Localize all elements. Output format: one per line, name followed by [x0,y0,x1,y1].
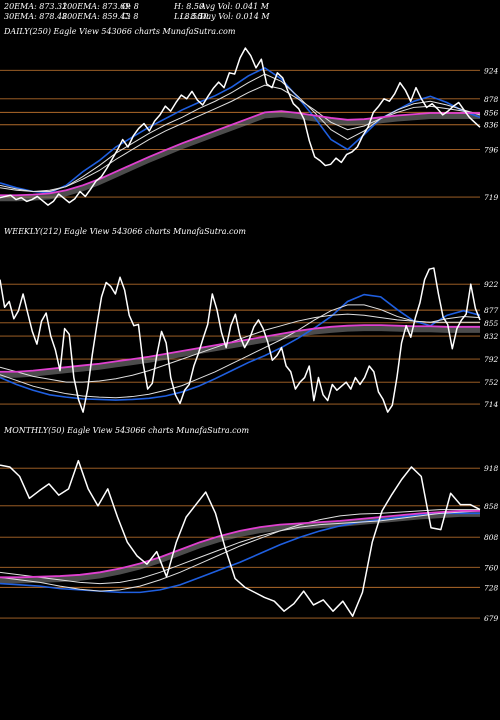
weekly-panel-title: WEEKLY(212) Eagle View 543066 charts Mun… [4,227,246,236]
level-tick-label: 719 [484,193,499,202]
level-tick-label: 922 [484,280,499,289]
daily-panel-title: DAILY(250) Eagle View 543066 charts Muna… [4,27,236,36]
ema20-label: 20EMA: 873.32 [4,2,68,11]
level-tick-label: 878 [484,95,499,104]
ema-fast-line [0,512,480,594]
level-tick-label: 877 [484,306,499,315]
close-label: C: 8 [122,12,139,21]
ema-mid-line [0,73,481,193]
level-tick-label: 792 [484,355,499,364]
price-line [0,459,481,617]
ema-fast-line [0,66,481,194]
level-tick-label: 752 [484,378,499,387]
level-tick-label: 714 [484,400,499,409]
level-tick-label: 832 [484,332,499,341]
level-tick-label: 836 [484,121,499,130]
monthly-panel-title: MONTHLY(50) Eagle View 543066 charts Mun… [4,426,250,435]
level-tick-label: 924 [484,66,499,75]
price-line [0,47,481,206]
ema-mid-line [0,304,481,399]
high-label: H: 8.50 [174,2,205,11]
level-tick-label: 808 [484,533,499,542]
open-label: O: 8 [122,2,139,11]
level-tick-label: 760 [484,563,499,572]
ema-long-line [0,509,480,579]
ema-long-line [0,110,480,197]
ema-fill-band [0,510,480,584]
level-tick-label: 796 [484,145,499,154]
level-tick-label: 856 [484,108,499,117]
ema-slow-line [0,510,481,585]
ema30-label: 30EMA: 878.48 [4,12,68,21]
ema-slow-line [0,84,481,193]
level-tick-label: 858 [484,502,499,511]
ema100-label: 100EMA: 873.69 [62,2,131,11]
level-tick-label: 679 [484,614,499,623]
low-label: L: 8.50 [174,12,203,21]
level-tick-label: 728 [484,583,499,592]
ema-fast-line [0,293,481,401]
ema-fill-band [0,325,480,378]
low-label-overlap: L: 8.50 [180,12,209,21]
level-tick-label: 855 [484,319,499,328]
ema200-label: 200EMA: 859.43 [62,12,131,21]
ema-long-line [0,324,480,373]
day-vol-label: Day Vol: 0.014 M [200,12,270,21]
ema-slow-line [0,313,480,383]
avg-vol-label: Avg Vol: 0.041 M [200,2,269,11]
level-tick-label: 918 [484,464,499,473]
price-line [0,267,481,413]
ema-mid-line [0,509,480,592]
